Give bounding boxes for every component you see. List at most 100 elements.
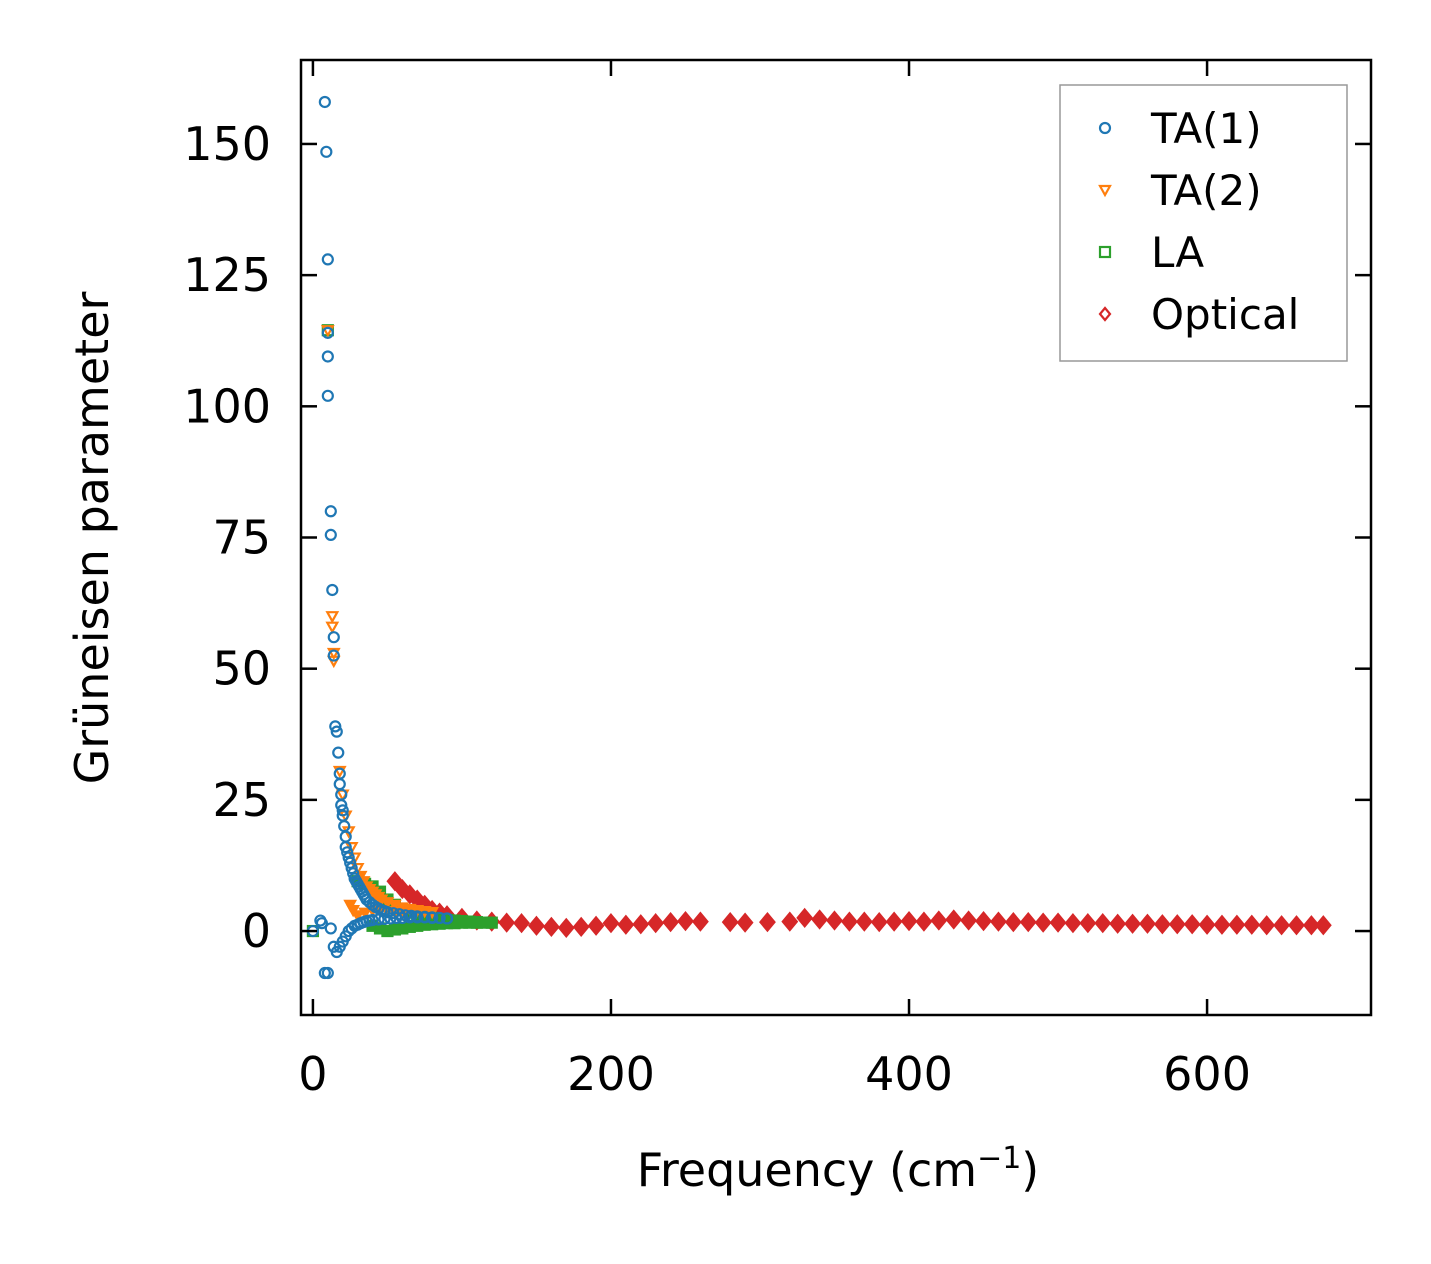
data-point [366, 913, 379, 927]
data-point [811, 909, 829, 930]
data-point [318, 95, 331, 109]
data-point [662, 912, 680, 933]
data-point [342, 851, 355, 864]
y-tick-label: 50 [212, 642, 271, 696]
legend-label: Optical [1151, 290, 1299, 339]
data-point [677, 910, 694, 932]
data-point [324, 505, 337, 518]
data-point [1034, 912, 1052, 933]
data-point [1213, 914, 1231, 935]
data-point [915, 911, 933, 932]
data-point [470, 916, 483, 929]
data-point [411, 911, 424, 924]
data-point [870, 912, 888, 933]
data-point [418, 911, 431, 924]
x-tick-label: 200 [567, 1047, 655, 1101]
data-point [826, 910, 843, 931]
data-point [1243, 914, 1261, 935]
data-point [485, 916, 498, 929]
data-point [433, 911, 446, 925]
data-point [721, 912, 739, 933]
y-tick-label: 25 [212, 773, 271, 827]
data-point [498, 912, 516, 933]
data-point [320, 325, 335, 338]
x-tick-label: 0 [298, 1047, 327, 1101]
data-point [513, 913, 530, 934]
series-ta-2- [320, 325, 440, 923]
data-point [321, 389, 334, 402]
data-point [632, 914, 650, 935]
data-point [885, 911, 903, 932]
data-point [378, 912, 391, 926]
legend-items: TA(1) TA(2) LA Optical [1098, 104, 1299, 339]
data-point [781, 911, 799, 932]
data-layer [306, 95, 1332, 980]
y-tick-label: 125 [183, 248, 271, 302]
data-point [321, 350, 334, 363]
data-point [990, 911, 1007, 932]
data-point [440, 912, 454, 925]
data-point [332, 765, 347, 779]
data-point [358, 907, 372, 920]
data-point [572, 916, 590, 937]
data-point [691, 911, 709, 932]
data-point [326, 647, 341, 661]
x-tick-label: 600 [1163, 1047, 1251, 1101]
data-point [321, 966, 334, 980]
x-axis-title: Frequency (cm−1) [637, 1141, 1040, 1197]
legend-item: Optical [1098, 290, 1299, 339]
data-point [1198, 914, 1216, 935]
data-point [324, 922, 337, 935]
legend-item: LA [1098, 228, 1204, 277]
data-point [1258, 915, 1276, 936]
data-point [341, 846, 354, 859]
data-point [930, 910, 948, 931]
data-point [1139, 913, 1156, 934]
data-point [557, 917, 575, 939]
data-point [336, 804, 349, 817]
data-point [325, 621, 340, 634]
y-tick-label: 150 [183, 117, 271, 171]
data-point [796, 907, 814, 929]
data-point [900, 910, 918, 932]
data-point [325, 611, 340, 624]
data-point [390, 911, 403, 925]
data-point [542, 916, 560, 937]
series-la [306, 324, 498, 938]
data-point [647, 913, 665, 934]
legend-label: TA(2) [1150, 166, 1262, 215]
x-tick-label: 400 [865, 1047, 953, 1101]
data-point [381, 906, 394, 919]
data-point [1228, 914, 1246, 935]
legend-marker [1098, 245, 1112, 259]
data-point [321, 253, 334, 266]
data-point [315, 917, 328, 930]
legend-marker [1098, 121, 1112, 135]
axes-layer: 0 200 400 600 0 25 50 75 100 125 150 [183, 58, 1373, 1101]
data-point [350, 910, 365, 923]
series-optical [386, 871, 1332, 939]
data-point [345, 922, 358, 935]
data-point [1079, 913, 1097, 934]
data-point [736, 912, 754, 933]
data-point [1183, 914, 1201, 935]
data-point [324, 528, 337, 541]
data-point [1004, 912, 1022, 933]
legend-item: TA(2) [1098, 166, 1262, 215]
legend-label: TA(1) [1150, 104, 1262, 153]
data-point [329, 720, 342, 733]
data-point [617, 914, 635, 935]
data-point [345, 861, 358, 875]
data-point [327, 649, 340, 662]
y-axis-title: Grüneisen parameter [65, 291, 119, 784]
legend-marker [1098, 306, 1112, 322]
data-point [1314, 915, 1332, 936]
data-point [384, 912, 397, 925]
data-point [1288, 915, 1305, 936]
data-point [426, 911, 439, 925]
data-point [840, 911, 858, 932]
data-point [1049, 912, 1067, 933]
data-point [326, 583, 339, 597]
data-point [945, 909, 963, 930]
